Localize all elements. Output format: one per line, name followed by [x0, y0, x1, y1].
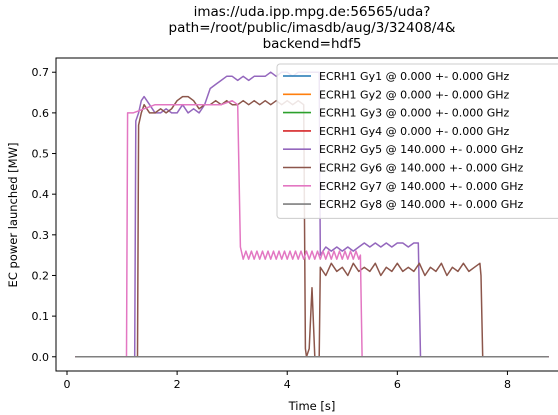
y-tick-label: 0.2 [32, 269, 50, 282]
title-line-1: imas://uda.ipp.mpg.de:56565/uda? [194, 4, 431, 20]
series-line-6 [75, 95, 549, 358]
x-axis-label: Time [s] [288, 399, 336, 413]
ticks-layer: 0 2 4 6 8 0.0 0.1 0.2 0.3 0.4 0.5 0.6 0.7 [32, 66, 511, 391]
y-tick-label: 0.0 [32, 351, 50, 364]
legend-label-3: ECRH1 Gy3 @ 0.000 +- 0.000 GHz [319, 107, 510, 120]
legend-label-5: ECRH2 Gy5 @ 140.000 +- 0.000 GHz [319, 143, 524, 156]
series-line-7 [75, 99, 549, 358]
x-tick-label: 6 [394, 378, 401, 391]
y-tick-label: 0.1 [32, 310, 50, 323]
legend-label-8: ECRH2 Gy8 @ 140.000 +- 0.000 GHz [319, 198, 524, 211]
legend-frame [276, 63, 558, 219]
x-tick-label: 4 [284, 378, 291, 391]
x-tick-label: 8 [504, 378, 511, 391]
plot-frame [55, 57, 558, 372]
legend-label-2: ECRH1 Gy2 @ 0.000 +- 0.000 GHz [319, 88, 510, 101]
x-tick-label: 0 [64, 378, 71, 391]
legend-label-6: ECRH2 Gy6 @ 140.000 +- 0.000 GHz [319, 162, 524, 175]
y-tick-label: 0.6 [32, 107, 50, 120]
y-tick-label: 0.5 [32, 148, 50, 161]
legend-label-4: ECRH1 Gy4 @ 0.000 +- 0.000 GHz [319, 125, 510, 138]
title-line-2: path=/root/public/imasdb/aug/3/32408/4& [169, 20, 456, 36]
y-axis-label: EC power launched [MW] [6, 143, 20, 288]
chart-title: imas://uda.ipp.mpg.de:56565/uda? path=/r… [169, 4, 456, 52]
x-tick-label: 2 [174, 378, 181, 391]
y-tick-label: 0.3 [32, 229, 50, 242]
legend: ECRH1 Gy1 @ 0.000 +- 0.000 GHz ECRH1 Gy2 … [276, 63, 558, 219]
title-line-3: backend=hdf5 [263, 36, 362, 52]
legend-label-1: ECRH1 Gy1 @ 0.000 +- 0.000 GHz [319, 70, 510, 83]
y-tick-label: 0.4 [32, 188, 50, 201]
y-tick-label: 0.7 [32, 66, 50, 79]
legend-label-7: ECRH2 Gy7 @ 140.000 +- 0.000 GHz [319, 180, 524, 193]
